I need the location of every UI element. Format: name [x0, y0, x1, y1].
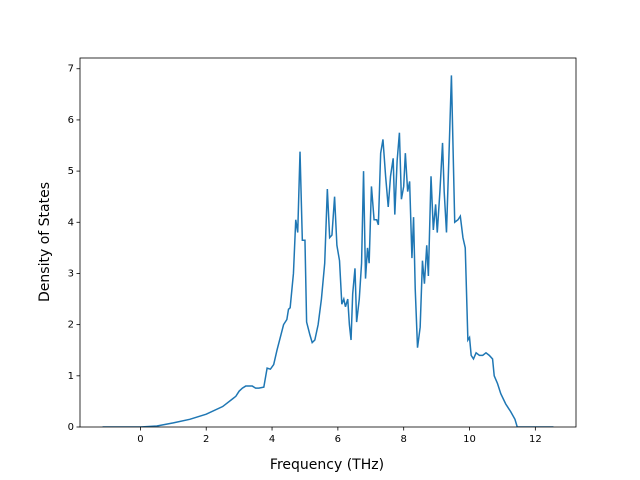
y-tick-label: 7 — [68, 64, 74, 75]
x-tick-label: 10 — [463, 434, 476, 445]
plot-frame — [79, 57, 577, 428]
x-tick-label: 2 — [203, 434, 209, 445]
x-tick-label: 6 — [335, 434, 341, 445]
y-tick-label: 1 — [68, 371, 74, 382]
x-tick-label: 8 — [401, 434, 407, 445]
y-tick-label: 5 — [68, 166, 74, 177]
y-tick-label: 6 — [68, 115, 74, 126]
y-tick-label: 0 — [68, 422, 74, 433]
x-tick-label: 12 — [529, 434, 542, 445]
y-tick-label: 2 — [68, 320, 74, 331]
x-axis-label: Frequency (THz) — [270, 457, 384, 473]
x-tick-label: 0 — [137, 434, 143, 445]
y-tick-label: 4 — [68, 217, 74, 228]
x-tick-label: 4 — [269, 434, 275, 445]
dos-line — [102, 75, 554, 427]
y-tick-label: 3 — [68, 268, 74, 279]
y-axis-label: Density of States — [37, 182, 53, 302]
